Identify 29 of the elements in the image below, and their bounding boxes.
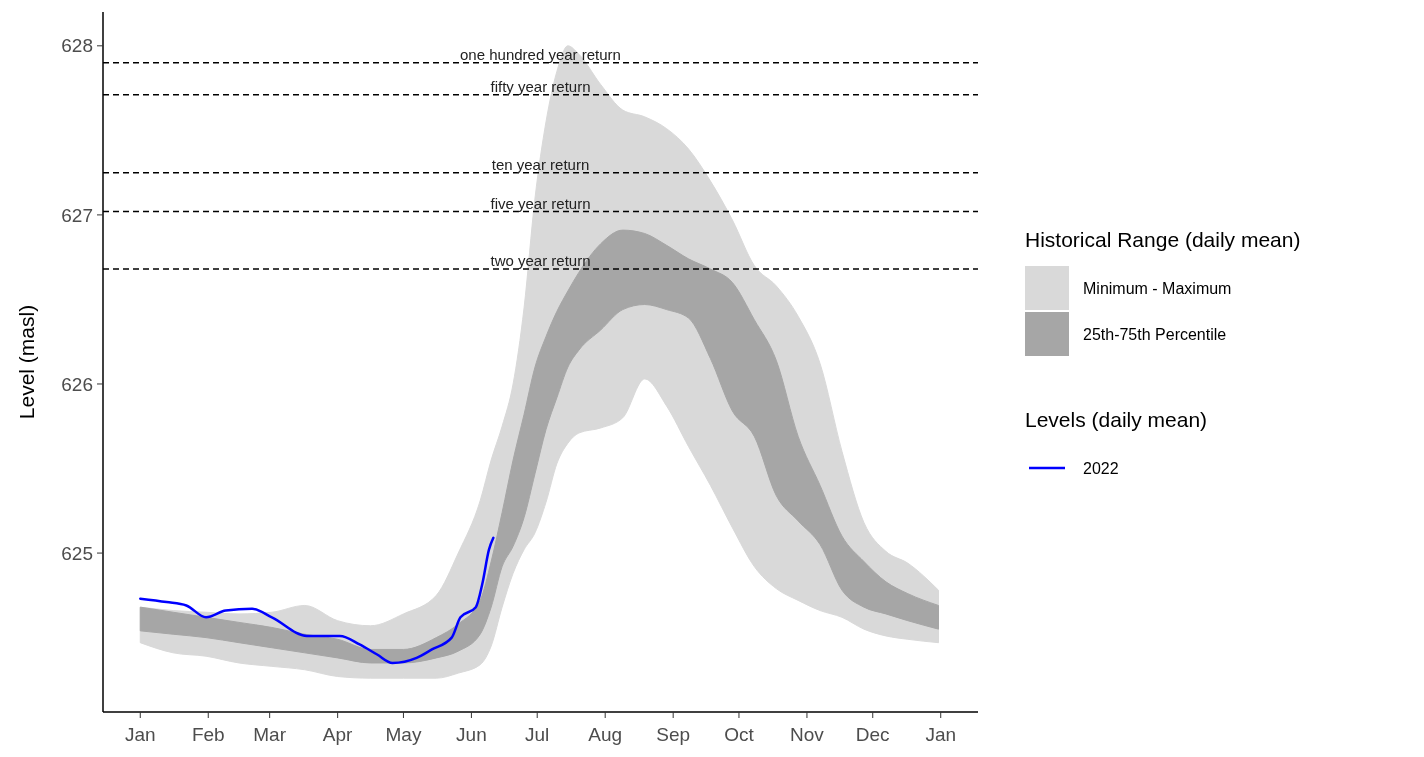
text: Levels (daily mean) [1025, 408, 1208, 431]
y-tick-label: 625 [61, 542, 93, 564]
x-tick-label: Jan [925, 724, 957, 745]
x-tick-label: Mar [253, 724, 287, 745]
x-tick-label: Jan [124, 724, 156, 745]
legend-label: 25th-75th Percentile [1083, 326, 1227, 343]
y-tick-label: 627 [61, 204, 93, 226]
y-axis-title: Level (masl) [15, 304, 38, 420]
ref-line-label: fifty year return [490, 77, 591, 95]
text: Historical Range (daily mean) [1025, 228, 1301, 251]
x-tick-label: Jun [456, 724, 487, 745]
ref-line-label: ten year return [491, 155, 590, 173]
ref-line-label: five year return [490, 194, 591, 212]
x-tick-label: Nov [790, 724, 825, 745]
line-series [139, 536, 495, 665]
x-tick-label: Oct [724, 724, 755, 745]
x-tick-label: Jul [525, 724, 550, 745]
x-tick-label: May [385, 724, 422, 745]
x-tick-label: Sep [656, 724, 691, 745]
y-tick-label: 626 [61, 373, 93, 395]
x-tick-label: Feb [191, 724, 225, 745]
y-tick-label: 628 [61, 35, 93, 57]
x-tick-label: Apr [322, 724, 354, 745]
x-tick-label: Aug [588, 724, 623, 745]
ref-line-label: two year return [490, 252, 591, 269]
ref-line-label: one hundred year return [460, 45, 621, 63]
legend-label: 2022 [1083, 460, 1119, 477]
x-tick-label: Dec [855, 724, 890, 745]
legend-label: Minimum - Maximum [1083, 280, 1232, 297]
